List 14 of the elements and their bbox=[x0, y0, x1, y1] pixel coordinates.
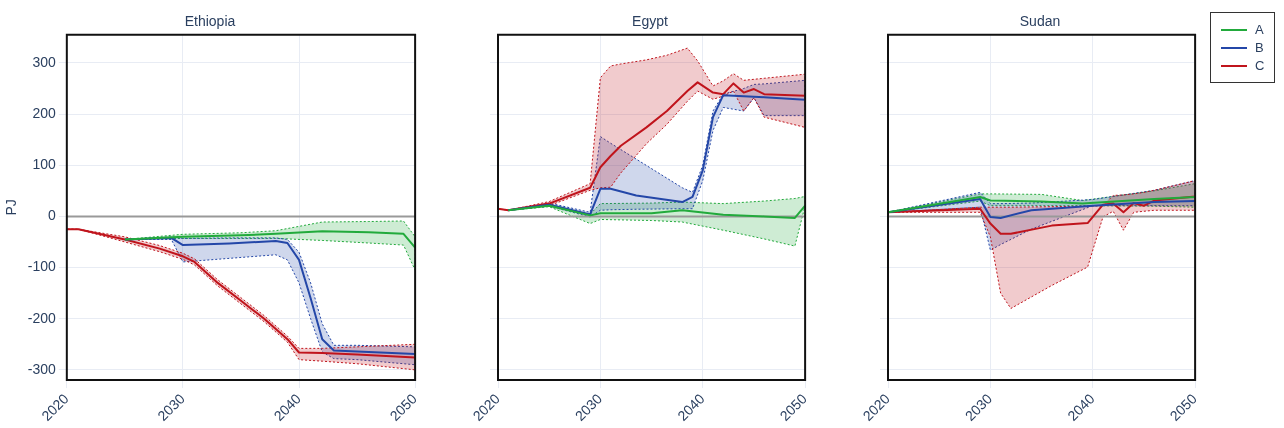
legend-label: B bbox=[1255, 40, 1264, 55]
y-tick-label: -200 bbox=[27, 309, 57, 326]
chart-title: Ethiopia bbox=[184, 13, 236, 30]
y-tick-label: 100 bbox=[32, 156, 57, 173]
legend-label: A bbox=[1255, 22, 1264, 37]
y-axis-title: PJ bbox=[3, 199, 20, 216]
y-tick-label: 200 bbox=[32, 104, 57, 121]
y-tick-label: 0 bbox=[48, 207, 57, 224]
chart-title: Sudan bbox=[1019, 13, 1061, 30]
y-tick-label: -100 bbox=[27, 258, 57, 275]
legend-label: C bbox=[1255, 58, 1265, 73]
chart-title: Egypt bbox=[632, 13, 668, 30]
y-tick-label: -300 bbox=[27, 360, 57, 377]
y-tick-label: 300 bbox=[32, 53, 57, 70]
